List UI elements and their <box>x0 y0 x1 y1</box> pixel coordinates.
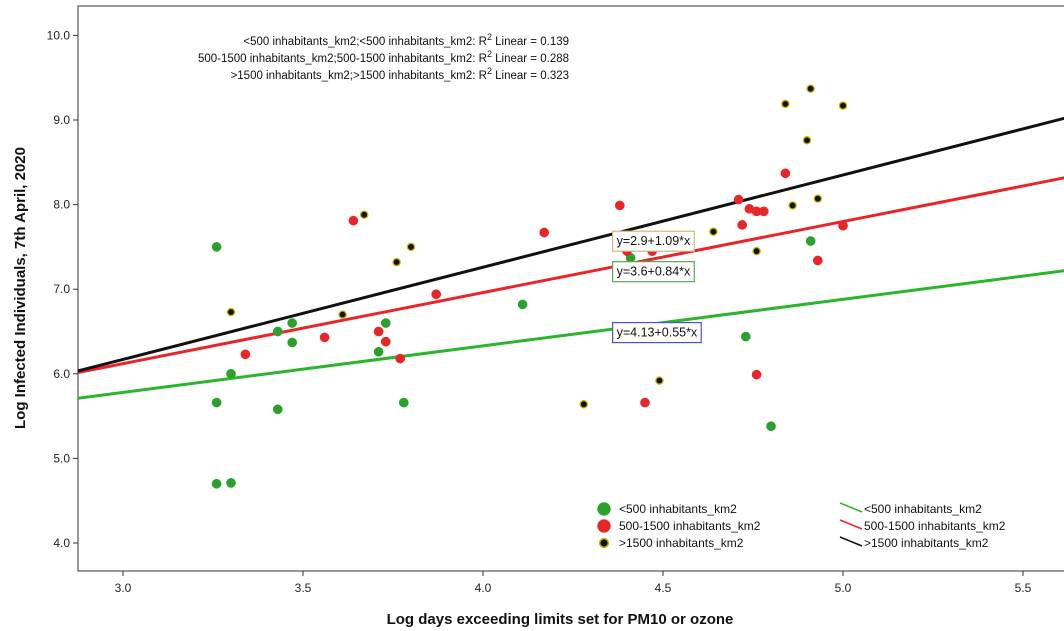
point-series-2 <box>838 101 848 110</box>
plot-frame <box>77 5 1064 572</box>
legend-marker-label: 500-1500 inhabitants_km2 <box>619 519 761 533</box>
point-series-0 <box>272 326 283 337</box>
x-tick-label: 3.5 <box>295 581 312 595</box>
x-tick-label: 4.0 <box>475 581 492 595</box>
fit-lines <box>78 116 1064 400</box>
point-series-1 <box>838 220 848 231</box>
point-series-1 <box>240 349 251 360</box>
point-series-0 <box>211 242 222 252</box>
point-series-0 <box>211 397 222 408</box>
legend-line <box>839 536 863 547</box>
equation-text: y=3.6+0.84*x <box>617 265 691 279</box>
fit-line-0 <box>78 269 1064 400</box>
y-tick-label: 4.0 <box>53 536 70 550</box>
point-series-1 <box>812 255 823 266</box>
point-series-1 <box>780 168 791 179</box>
point-series-1 <box>539 227 550 238</box>
point-series-0 <box>272 404 283 415</box>
legend-line-label: <500 inhabitants_km2 <box>864 502 982 516</box>
equation-text: y=2.9+1.09*x <box>617 234 691 248</box>
x-tick-label: 4.5 <box>655 581 672 595</box>
r2-annotation: >1500 inhabitants_km2;>1500 inhabitants_… <box>231 66 569 82</box>
point-series-0 <box>380 318 391 328</box>
point-series-0 <box>517 299 528 310</box>
equation-box <box>611 321 702 344</box>
x-tick-label: 3.0 <box>115 581 132 595</box>
equation-box <box>611 261 695 283</box>
point-series-1 <box>640 397 650 408</box>
data-points <box>211 84 848 489</box>
equation-label-2: y=2.9+1.09*x <box>611 230 695 252</box>
point-series-2 <box>788 201 797 210</box>
point-series-1 <box>733 194 744 205</box>
point-series-2 <box>752 246 761 256</box>
y-axis-ticks: 4.0 5.0 6.0 7.0 8.0 9.0 10.0 <box>47 28 78 550</box>
point-series-0 <box>805 236 816 246</box>
y-tick-label: 5.0 <box>53 451 70 465</box>
legend-marker-label: <500 inhabitants_km2 <box>619 502 737 516</box>
y-tick-label: 7.0 <box>53 282 70 296</box>
point-series-2 <box>338 310 347 319</box>
point-series-1 <box>614 200 625 211</box>
point-series-2 <box>392 257 401 267</box>
point-series-1 <box>737 220 748 230</box>
legend-marker <box>597 519 611 533</box>
legend-line-label: >1500 inhabitants_km2 <box>864 536 989 550</box>
fit-line-2 <box>78 116 1064 373</box>
point-series-2 <box>709 227 718 236</box>
equation-box <box>611 230 695 252</box>
point-series-2 <box>813 194 823 203</box>
legend: <500 inhabitants_km2 <500 inhabitants_km2… <box>597 502 1006 550</box>
fit-line-1 <box>78 176 1064 375</box>
point-series-2 <box>226 307 236 317</box>
r2-annotation: <500 inhabitants_km2;<500 inhabitants_km… <box>243 32 569 48</box>
point-series-0 <box>287 337 298 348</box>
y-tick-label: 6.0 <box>53 367 70 381</box>
point-series-2 <box>806 84 815 93</box>
x-axis-ticks: 3.0 3.5 4.0 4.5 5.0 5.5 <box>115 571 1032 595</box>
equation-text: y=4.13+0.55*x <box>617 326 698 340</box>
y-tick-label: 10.0 <box>47 28 71 42</box>
equation-label-1: y=3.6+0.84*x <box>611 261 695 283</box>
point-series-0 <box>226 368 236 379</box>
point-series-2 <box>406 242 416 252</box>
y-tick-label: 8.0 <box>53 198 70 212</box>
point-series-2 <box>579 400 589 409</box>
y-tick-label: 9.0 <box>53 113 70 127</box>
equation-label-0: y=4.13+0.55*x <box>611 321 702 344</box>
x-tick-label: 5.5 <box>1015 581 1032 595</box>
point-series-1 <box>373 326 384 337</box>
legend-line <box>839 502 863 513</box>
point-series-0 <box>287 318 298 328</box>
point-series-1 <box>380 336 391 347</box>
point-series-2 <box>781 99 790 109</box>
y-axis-title: Log Infected Individuals, 7th April, 202… <box>12 147 29 429</box>
x-axis-title: Log days exceeding limits set for PM10 o… <box>387 611 734 628</box>
legend-marker-label: >1500 inhabitants_km2 <box>619 536 744 550</box>
point-series-0 <box>226 478 236 488</box>
point-series-0 <box>373 346 384 357</box>
r2-annotation: 500-1500 inhabitants_km2;500-1500 inhabi… <box>198 49 569 65</box>
legend-line <box>839 519 863 530</box>
equation-labels: y=4.13+0.55*x y=3.6+0.84*x y=2.9+1.09*x <box>611 230 702 344</box>
point-series-0 <box>211 478 222 489</box>
point-series-1 <box>395 353 406 364</box>
point-series-2 <box>655 376 664 385</box>
point-series-1 <box>319 332 330 343</box>
point-series-1 <box>751 369 762 380</box>
legend-marker <box>598 537 610 549</box>
point-series-2 <box>359 210 369 220</box>
point-series-1 <box>348 215 359 226</box>
point-series-0 <box>766 421 776 432</box>
point-series-1 <box>758 206 769 217</box>
legend-marker <box>597 502 611 516</box>
x-tick-label: 5.0 <box>835 581 852 595</box>
r2-annotations: <500 inhabitants_km2;<500 inhabitants_km… <box>198 32 569 82</box>
point-series-1 <box>431 289 442 300</box>
point-series-0 <box>398 397 409 408</box>
point-series-0 <box>740 331 751 342</box>
legend-line-label: 500-1500 inhabitants_km2 <box>864 519 1006 533</box>
point-series-2 <box>802 136 812 145</box>
